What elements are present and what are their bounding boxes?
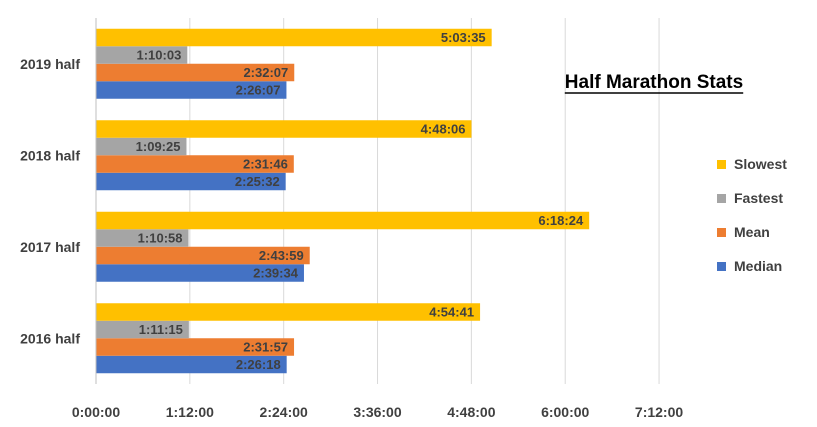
bar-2018-half-mean (96, 155, 294, 173)
bar-label-2019-half-fastest: 1:10:03 (136, 48, 181, 63)
bar-2019-half-slowest (96, 28, 492, 47)
x-tick-label-1: 1:12:00 (166, 404, 214, 420)
bar-2018-half-median (96, 172, 286, 191)
bar-label-2019-half-median: 2:26:07 (236, 83, 281, 98)
bar-label-2019-half-slowest: 5:03:35 (441, 30, 486, 45)
x-tick-label-4: 4:48:00 (447, 404, 495, 420)
bar-label-2017-half-slowest: 6:18:24 (538, 213, 584, 228)
bar-label-2017-half-mean: 2:43:59 (259, 248, 304, 263)
bar-2018-half-slowest (96, 120, 472, 138)
bar-2017-half-fastest (96, 229, 189, 247)
legend-swatch-median (717, 262, 726, 271)
bar-2019-half-fastest (96, 46, 188, 64)
bar-label-2018-half-median: 2:25:32 (235, 174, 280, 189)
bar-label-2018-half-mean: 2:31:46 (243, 157, 288, 172)
legend-label-median: Median (734, 258, 782, 274)
bar-labels: 2:26:18 2:31:57 1:11:15 4:54:41 2:39:34 2:43:… (136, 30, 584, 372)
bar-2017-half-median (96, 264, 304, 282)
x-tick-label-5: 6:00:00 (541, 404, 589, 420)
bar-label-2017-half-fastest: 1:10:58 (138, 231, 183, 246)
bar-2017-half-slowest (96, 211, 590, 230)
x-axis-tick-labels: 0:00:00 1:12:00 2:24:00 3:36:00 4:48:00 6:00:… (72, 404, 684, 420)
x-tick-label-3: 3:36:00 (353, 404, 401, 420)
x-tick-label-2: 2:24:00 (260, 404, 308, 420)
bar-2018-half-fastest (96, 137, 187, 156)
bar-2017-half-mean (96, 246, 310, 265)
legend-label-fastest: Fastest (734, 190, 783, 206)
legend: Slowest Fastest Mean Median (717, 156, 787, 274)
legend-swatch-mean (717, 228, 726, 237)
category-label-2016-half: 2016 half (20, 330, 80, 346)
bar-2016-half-median (96, 355, 287, 374)
bar-2019-half-mean (96, 63, 295, 82)
chart-title-text: Half Marathon Stats (565, 72, 743, 93)
bar-2016-half-slowest (96, 303, 481, 321)
category-label-2018-half: 2018 half (20, 147, 80, 163)
bar-label-2018-half-fastest: 1:09:25 (136, 139, 181, 154)
category-label-2019-half: 2019 half (20, 56, 80, 72)
category-labels: 2016 half 2017 half 2018 half 2019 half (20, 56, 80, 347)
legend-label-mean: Mean (734, 224, 770, 240)
category-label-2017-half: 2017 half (20, 239, 80, 255)
bar-2016-half-mean (96, 338, 295, 356)
bar-label-2016-half-median: 2:26:18 (236, 357, 281, 372)
bars (96, 28, 590, 374)
bar-2019-half-median (96, 81, 287, 99)
bar-label-2017-half-median: 2:39:34 (253, 266, 299, 281)
legend-swatch-fastest (717, 194, 726, 203)
legend-swatch-slowest (717, 160, 726, 169)
bar-label-2016-half-mean: 2:31:57 (243, 340, 288, 355)
bar-label-2016-half-fastest: 1:11:15 (139, 322, 183, 337)
bar-label-2019-half-mean: 2:32:07 (243, 65, 288, 80)
bar-label-2016-half-slowest: 4:54:41 (429, 305, 474, 320)
bar-2016-half-fastest (96, 320, 189, 339)
x-tick-label-0: 0:00:00 (72, 404, 120, 420)
chart-title: Half Marathon Stats (564, 72, 744, 94)
legend-label-slowest: Slowest (734, 156, 787, 172)
x-tick-label-6: 7:12:00 (635, 404, 683, 420)
bar-label-2018-half-slowest: 4:48:06 (421, 122, 466, 137)
